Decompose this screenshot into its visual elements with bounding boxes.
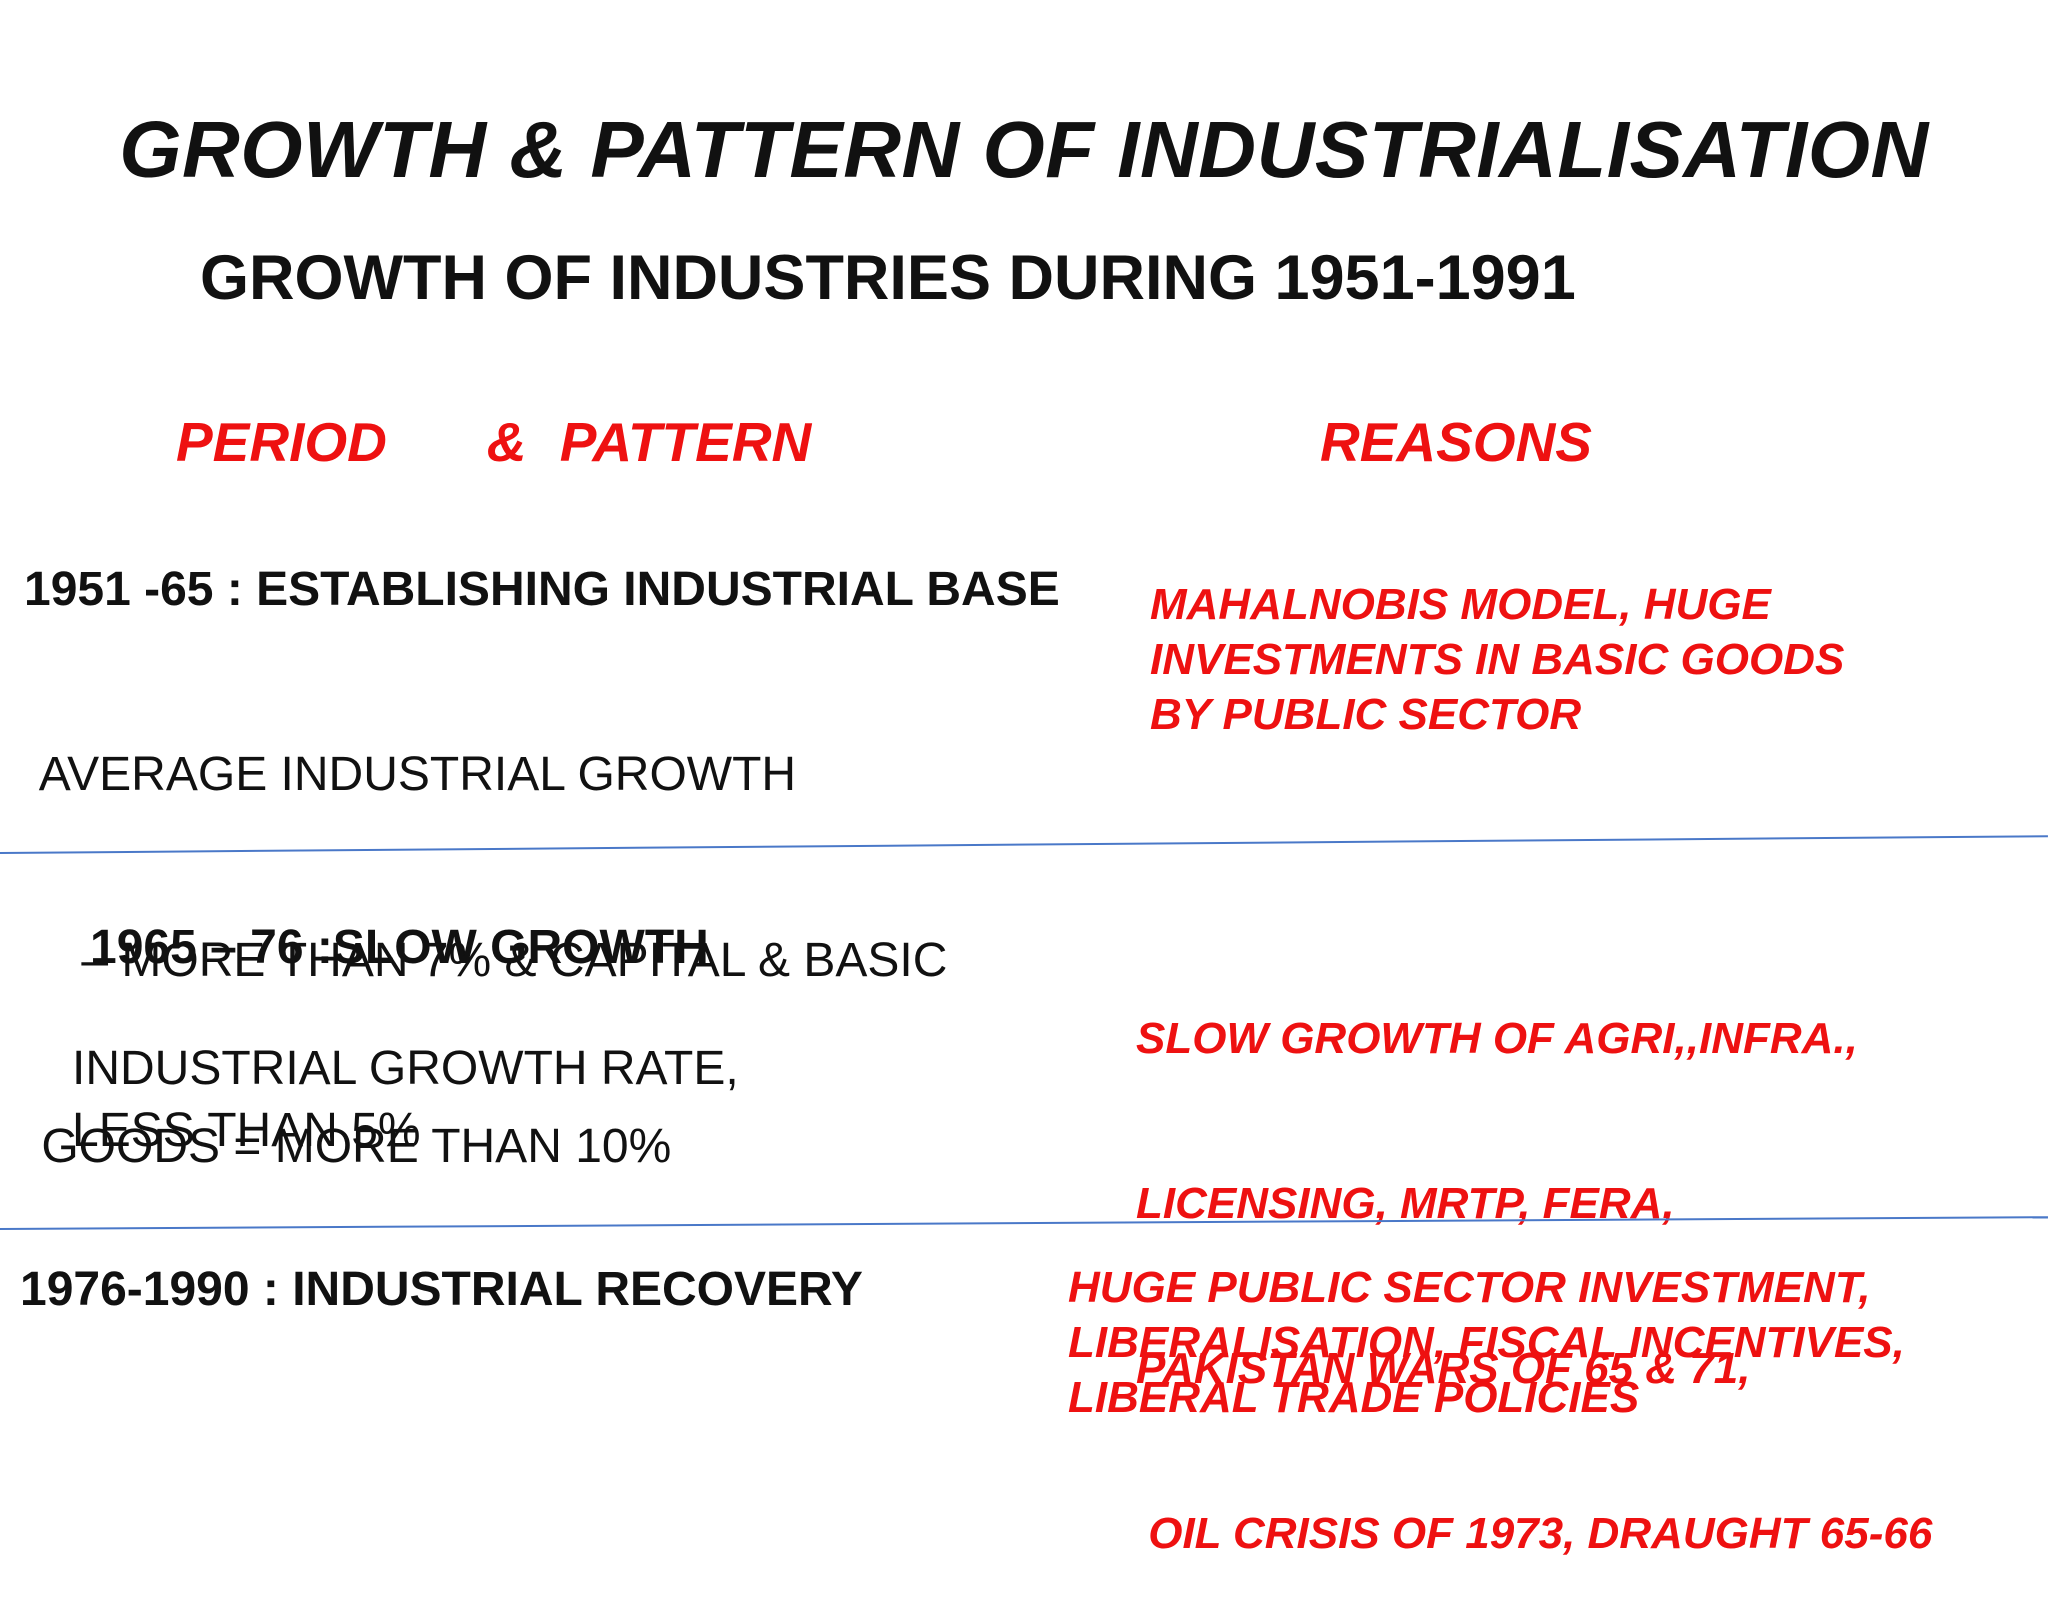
section-3-reason-line: LIBERALISATION, FISCAL INCENTIVES, xyxy=(1068,1318,1905,1367)
column-heading-period-pattern: PERIOD & PATTERN xyxy=(176,411,812,473)
page-subtitle: GROWTH OF INDUSTRIES DURING 1951-1991 xyxy=(200,243,1576,313)
section-1-heading: 1951 -65 : ESTABLISHING INDUSTRIAL BASE xyxy=(24,563,1060,616)
section-2-heading: 1965 – 76 :SLOW GROWTH xyxy=(90,921,709,974)
section-1-body-line: AVERAGE INDUSTRIAL GROWTH xyxy=(28,748,797,801)
section-1-body: AVERAGE INDUSTRIAL GROWTH – MORE THAN 7%… xyxy=(28,620,948,1240)
section-2-reason-line: SLOW GROWTH OF AGRI,,INFRA., xyxy=(1136,1014,1858,1063)
section-2-reason-line: LICENSING, MRTP, FERA, xyxy=(1136,1179,1675,1228)
section-2-body-line: LESS THAN 5% xyxy=(72,1104,421,1157)
section-1-body-line: – MORE THAN 7% & CAPITAL & BASIC xyxy=(28,934,948,987)
section-1-reason-line: INVESTMENTS IN BASIC GOODS xyxy=(1150,635,1845,684)
section-3-reason-line: LIBERAL TRADE POLICIES xyxy=(1068,1373,1640,1422)
section-3-heading: 1976-1990 : INDUSTRIAL RECOVERY xyxy=(20,1263,863,1316)
section-2-reason-line: PAKISTAN WARS OF 65 & 71, xyxy=(1136,1344,1751,1393)
page-title: GROWTH & PATTERN OF INDUSTRIALISATION xyxy=(119,105,1929,194)
section-2-body: INDUSTRIAL GROWTH RATE, LESS THAN 5% xyxy=(72,1038,739,1162)
section-1-reason-line: MAHALNOBIS MODEL, HUGE xyxy=(1150,580,1771,629)
section-1-reasons: MAHALNOBIS MODEL, HUGE INVESTMENTS IN BA… xyxy=(1150,577,1844,742)
section-3-reason-line: HUGE PUBLIC SECTOR INVESTMENT, xyxy=(1068,1263,1871,1312)
section-3-reasons: HUGE PUBLIC SECTOR INVESTMENT, LIBERALIS… xyxy=(1068,1260,1905,1425)
section-2-reason-line: OIL CRISIS OF 1973, DRAUGHT 65-66 xyxy=(1136,1509,1933,1558)
column-heading-reasons: REASONS xyxy=(1320,411,1592,473)
section-2-body-line: INDUSTRIAL GROWTH RATE, xyxy=(72,1042,739,1095)
section-1-reason-line: BY PUBLIC SECTOR xyxy=(1150,690,1582,739)
section-2-reasons: SLOW GROWTH OF AGRI,,INFRA., LICENSING, … xyxy=(1136,901,1932,1616)
section-1-body-line: GOODS = MORE THAN 10% xyxy=(28,1120,672,1173)
